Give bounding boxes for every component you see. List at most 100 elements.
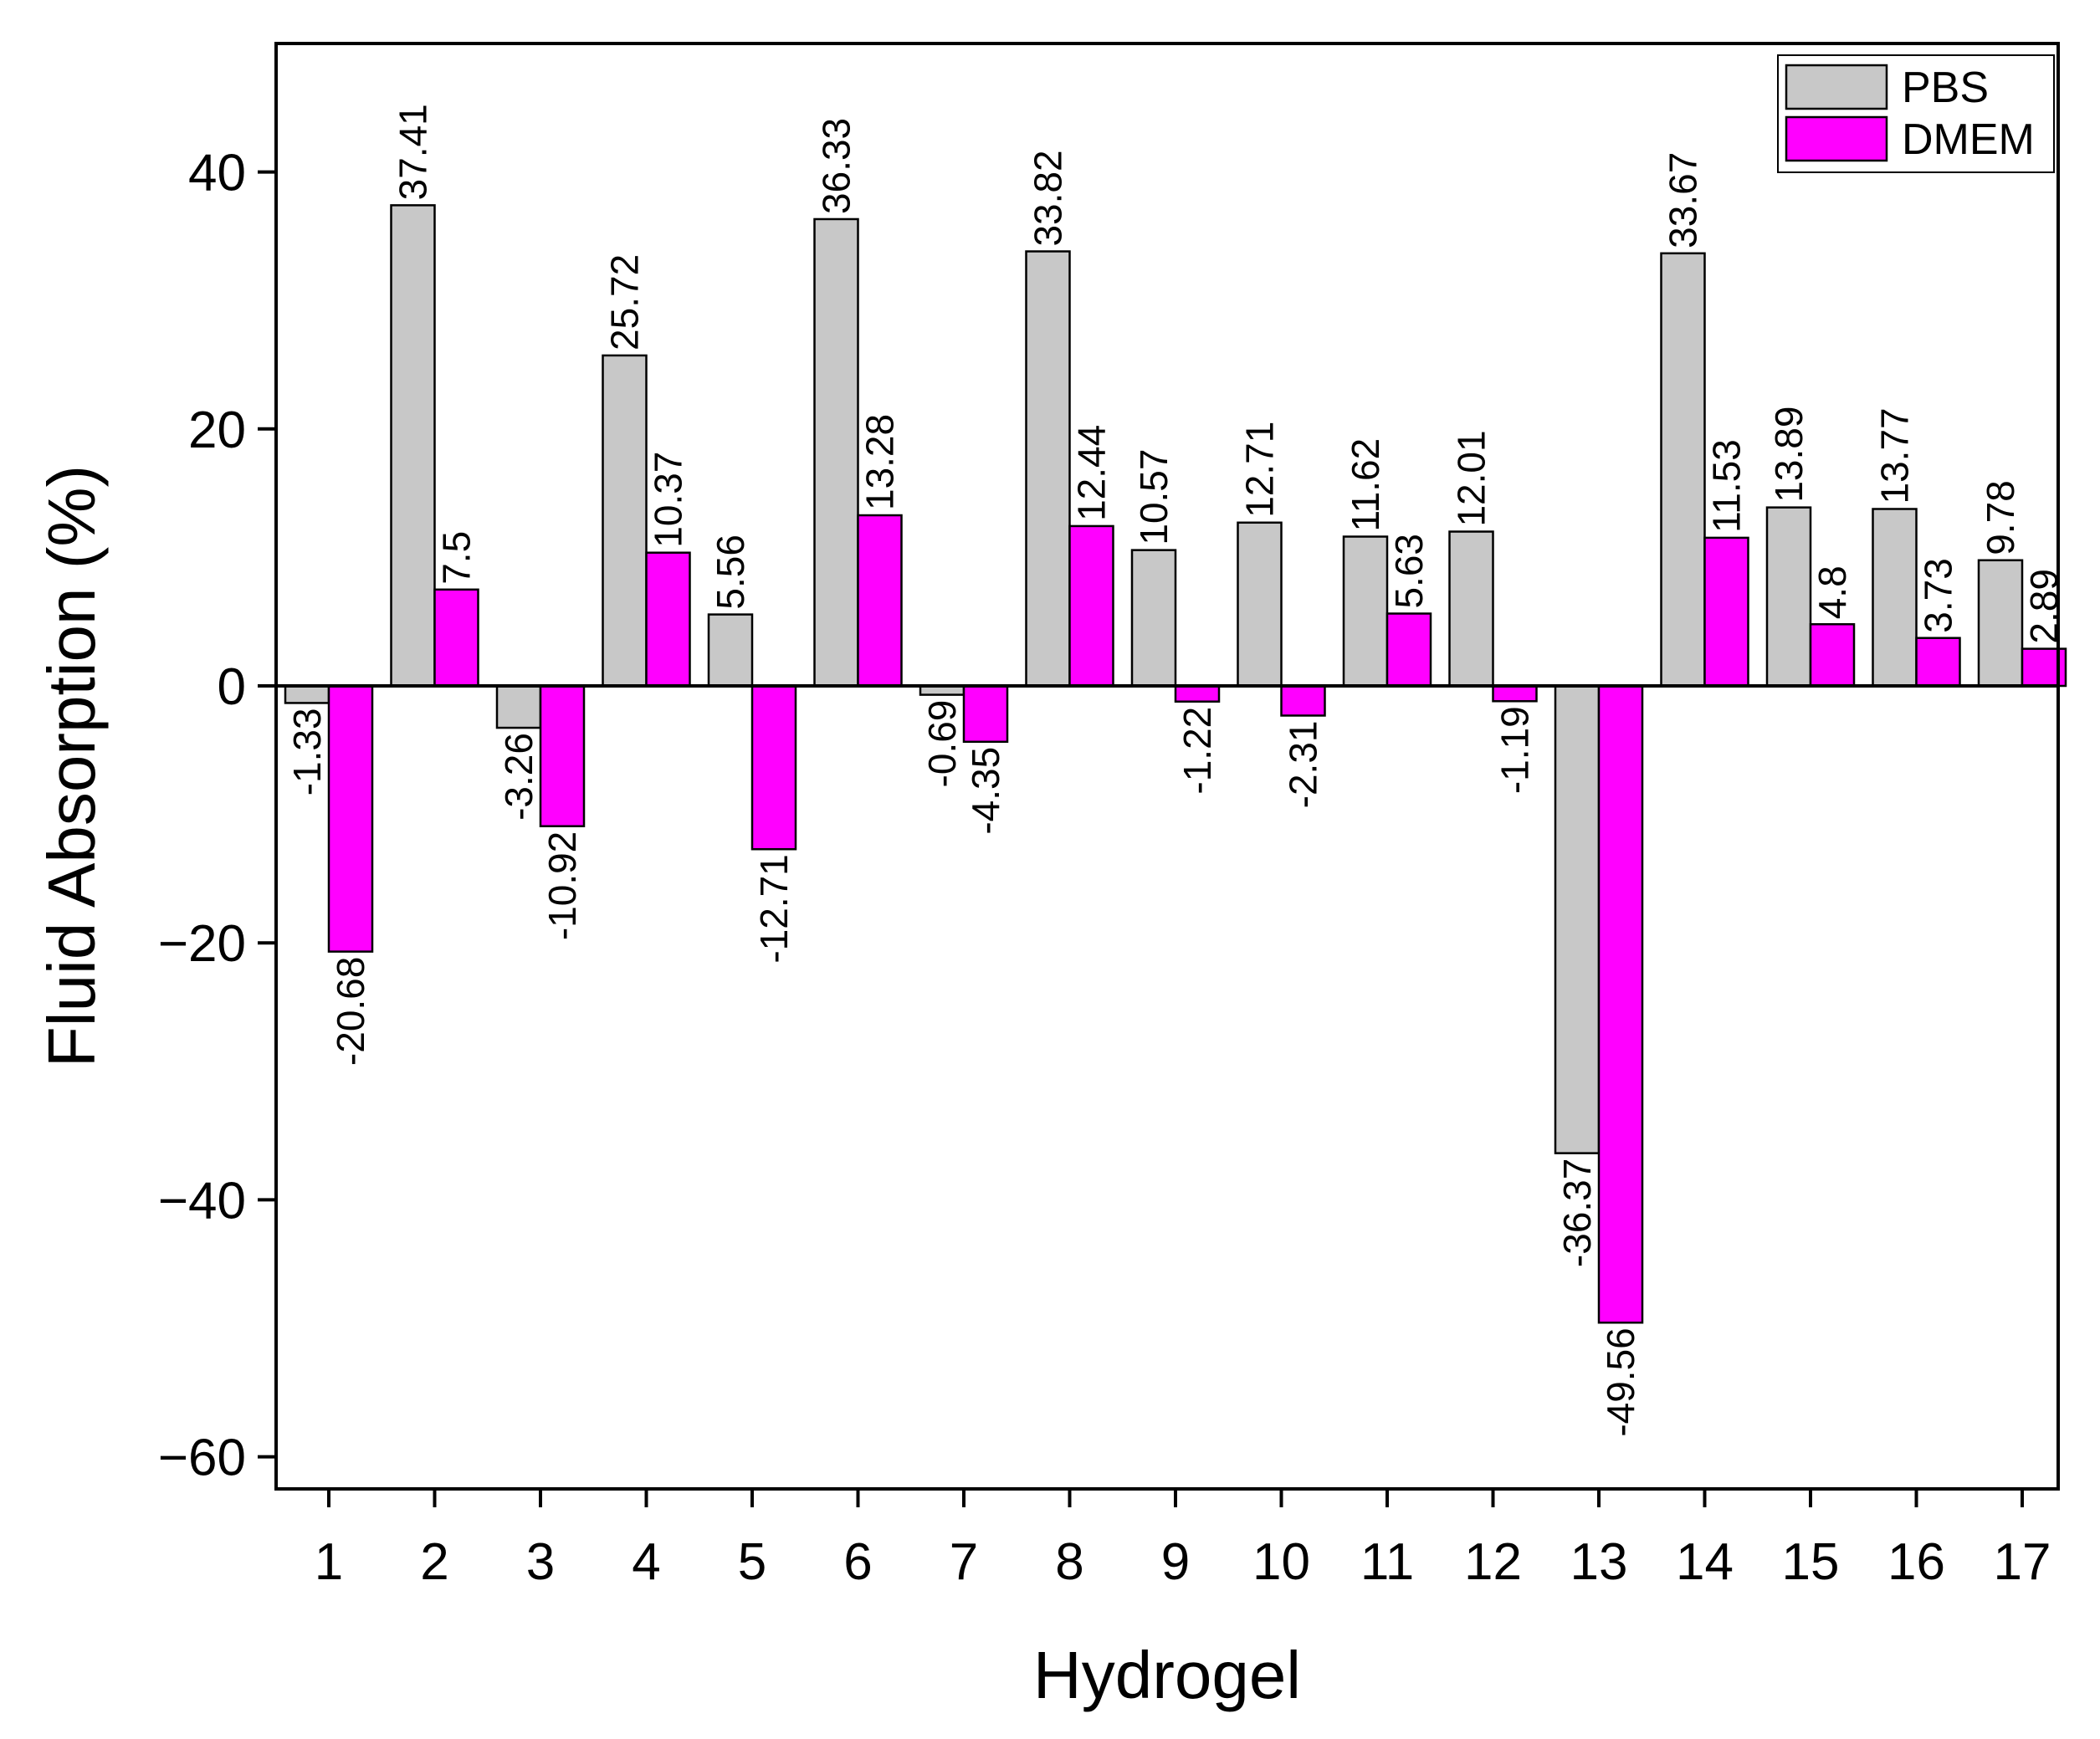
dmem-data-label-4: 10.37 — [647, 452, 690, 548]
pbs-bar-13 — [1554, 684, 1601, 1154]
dmem-data-label-7: -4.35 — [964, 747, 1007, 835]
dmem-bar-3 — [539, 684, 586, 827]
pbs-data-label-7: -0.69 — [920, 700, 964, 788]
y-tick-label: −60 — [158, 1430, 246, 1487]
dmem-bar-7 — [962, 684, 1009, 744]
dmem-bar-12 — [1492, 684, 1538, 703]
pbs-bar-9 — [1130, 549, 1177, 688]
x-tick-label: 10 — [1252, 1533, 1310, 1591]
plot-frame — [274, 42, 2060, 1491]
x-tick-label: 13 — [1570, 1533, 1628, 1591]
y-axis-title: Fluid Absorption (%) — [34, 465, 109, 1067]
x-tick-label: 14 — [1676, 1533, 1734, 1591]
y-tick-label: 40 — [188, 145, 246, 202]
pbs-data-label-17: 9.78 — [1979, 480, 2022, 555]
dmem-data-label-8: 12.44 — [1070, 425, 1114, 521]
dmem-data-label-5: -12.71 — [752, 854, 796, 963]
x-tick-label: 1 — [315, 1533, 343, 1591]
pbs-bar-2 — [390, 204, 436, 688]
x-tick-label: 6 — [843, 1533, 872, 1591]
dmem-data-label-10: -2.31 — [1282, 720, 1325, 808]
x-tick-label: 15 — [1782, 1533, 1840, 1591]
pbs-bar-4 — [602, 354, 648, 688]
dmem-data-label-1: -20.68 — [329, 957, 372, 1066]
dmem-data-label-15: 4.8 — [1811, 565, 1854, 619]
pbs-data-label-16: 13.77 — [1873, 407, 1917, 504]
y-tick-label: −40 — [158, 1172, 246, 1230]
pbs-bar-1 — [284, 684, 330, 704]
dmem-bar-8 — [1068, 524, 1114, 688]
legend-label-pbs: PBS — [1902, 64, 1989, 112]
pbs-data-label-1: -1.33 — [285, 708, 329, 795]
dmem-bar-1 — [327, 684, 374, 953]
pbs-bar-12 — [1448, 530, 1494, 688]
dmem-data-label-12: -1.19 — [1493, 706, 1537, 794]
x-tick-label: 2 — [420, 1533, 448, 1591]
dmem-bar-6 — [857, 514, 903, 688]
dmem-bar-14 — [1703, 536, 1749, 688]
x-tick-label: 7 — [950, 1533, 978, 1591]
dmem-bar-16 — [1915, 637, 1961, 688]
dmem-bar-5 — [750, 684, 797, 851]
pbs-bar-17 — [1977, 559, 2024, 688]
dmem-data-label-3: -10.92 — [540, 831, 584, 940]
dmem-data-label-6: 13.28 — [858, 414, 902, 510]
dmem-data-label-14: 11.53 — [1705, 439, 1749, 533]
pbs-bar-5 — [707, 613, 754, 688]
dmem-bar-2 — [433, 588, 479, 688]
pbs-data-label-2: 37.41 — [392, 104, 435, 200]
dmem-bar-15 — [1809, 623, 1856, 688]
x-tick-label: 5 — [738, 1533, 766, 1591]
x-tick-label: 17 — [1994, 1533, 2051, 1591]
pbs-data-label-14: 33.67 — [1662, 152, 1705, 248]
x-tick-label: 11 — [1360, 1533, 1414, 1591]
pbs-bar-15 — [1765, 506, 1812, 688]
dmem-bar-11 — [1385, 612, 1432, 688]
legend-label-dmem: DMEM — [1902, 115, 2035, 164]
dmem-data-label-11: 5.63 — [1387, 534, 1431, 609]
x-tick-label: 8 — [1055, 1533, 1083, 1591]
pbs-data-label-10: 12.71 — [1238, 422, 1282, 518]
pbs-data-label-11: 11.62 — [1344, 438, 1387, 532]
dmem-data-label-13: -49.56 — [1599, 1327, 1642, 1436]
pbs-data-label-5: 5.56 — [709, 534, 752, 610]
pbs-data-label-8: 33.82 — [1027, 150, 1070, 246]
pbs-bar-6 — [813, 217, 859, 688]
y-tick-label: 0 — [218, 658, 246, 716]
y-tick-label: 20 — [188, 402, 246, 459]
pbs-bar-16 — [1872, 508, 1918, 688]
pbs-bar-14 — [1660, 252, 1706, 688]
x-axis-title: Hydrogel — [1033, 1638, 1301, 1712]
dmem-data-label-9: -1.22 — [1175, 707, 1219, 795]
pbs-bar-11 — [1342, 535, 1389, 688]
x-tick-label: 4 — [632, 1533, 660, 1591]
data-labels-layer: -1.33 37.41 -3.26 25.72 5.56 36.33 -0.69 33.82 1… — [285, 104, 2066, 1436]
legend-swatch-pbs — [1785, 64, 1888, 110]
dmem-bar-4 — [645, 551, 691, 688]
pbs-bar-8 — [1025, 250, 1071, 688]
pbs-data-label-4: 25.72 — [603, 254, 647, 350]
pbs-data-label-6: 36.33 — [815, 118, 858, 214]
pbs-data-label-12: 12.01 — [1450, 430, 1493, 526]
pbs-data-label-13: -36.37 — [1555, 1158, 1599, 1267]
dmem-bar-13 — [1597, 684, 1644, 1324]
pbs-bar-3 — [495, 684, 542, 729]
y-tick-label: −20 — [158, 915, 246, 973]
dmem-bar-9 — [1174, 684, 1221, 703]
pbs-data-label-3: -3.26 — [497, 733, 540, 821]
bars-layer — [284, 204, 2067, 1324]
pbs-bar-10 — [1237, 521, 1283, 688]
dmem-data-label-16: 3.73 — [1917, 558, 1960, 633]
x-tick-label: 16 — [1887, 1533, 1945, 1591]
pbs-data-label-15: 13.89 — [1767, 407, 1811, 503]
dmem-data-label-2: 7.5 — [435, 531, 479, 585]
legend-swatch-dmem — [1785, 115, 1888, 162]
x-tick-label: 12 — [1464, 1533, 1522, 1591]
dmem-bar-10 — [1280, 684, 1326, 717]
pbs-data-label-9: 10.57 — [1132, 449, 1175, 545]
x-tick-label: 3 — [526, 1533, 555, 1591]
